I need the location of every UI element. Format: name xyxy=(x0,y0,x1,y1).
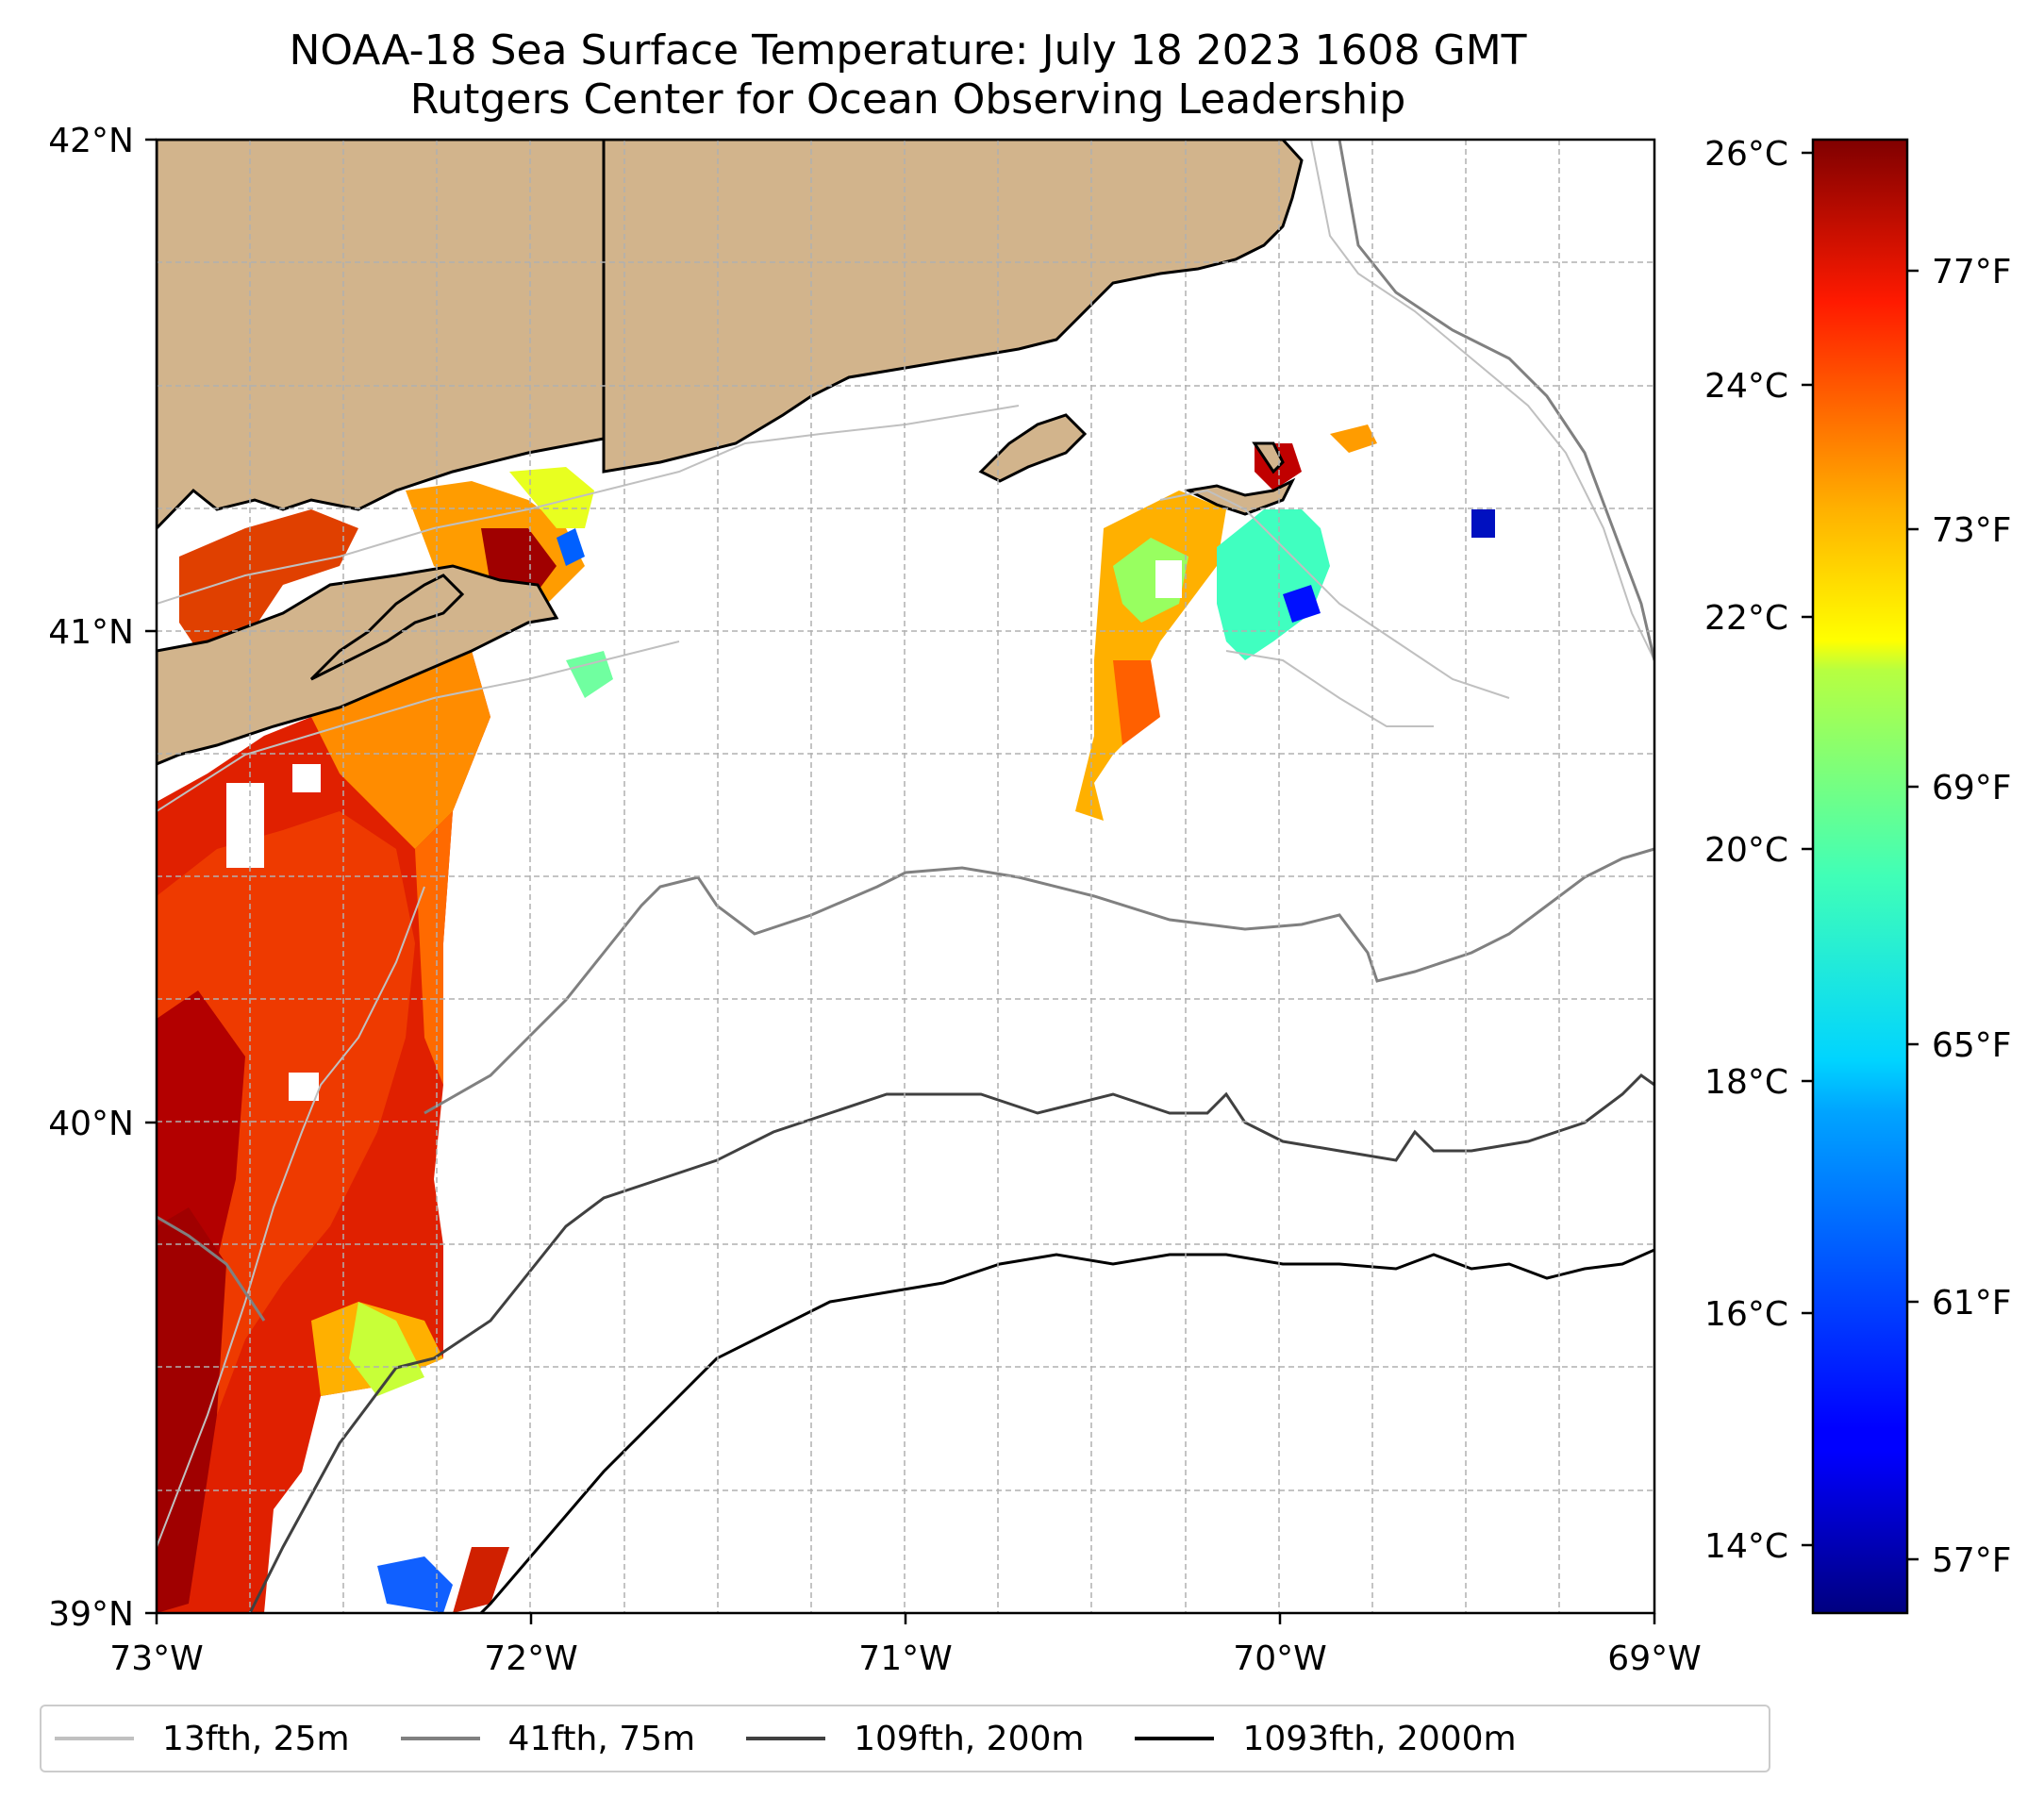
legend-label: 41fth, 75m xyxy=(507,1719,696,1758)
y-tick-label: 39°N xyxy=(48,1595,134,1634)
x-axis xyxy=(155,1613,1656,1624)
legend-swatch xyxy=(746,1737,826,1740)
land-layer xyxy=(157,140,1304,766)
legend-item-75m: 41fth, 75m xyxy=(400,1719,696,1758)
gridlines xyxy=(157,140,1654,1613)
legend-label: 13fth, 25m xyxy=(162,1719,350,1758)
colorbar-fahrenheit-label: 77°F xyxy=(1932,253,2012,291)
legend-item-200m: 109fth, 200m xyxy=(746,1720,1084,1758)
colorbar-fahrenheit-label: 61°F xyxy=(1932,1284,2012,1323)
colorbar-fahrenheit-label: 65°F xyxy=(1932,1026,2012,1065)
legend-label: 109fth, 200m xyxy=(854,1719,1085,1758)
isobath-contours xyxy=(157,140,1654,1613)
map-title-line1: NOAA-18 Sea Surface Temperature: July 18… xyxy=(289,26,1527,75)
colorbar-fahrenheit-ticks xyxy=(1907,269,1919,1561)
sst-data-layer xyxy=(157,140,1495,1613)
legend-swatch xyxy=(400,1737,480,1740)
y-axis xyxy=(145,138,157,1615)
colorbar-celsius-label: 24°C xyxy=(1704,367,1788,406)
x-tick-label: 70°W xyxy=(1233,1639,1326,1678)
legend-swatch xyxy=(55,1737,134,1740)
legend-item-25m: 13fth, 25m xyxy=(55,1720,350,1758)
legend-item-2000m: 1093fth, 2000m xyxy=(1135,1719,1517,1758)
colorbar-fahrenheit-label: 69°F xyxy=(1932,769,2012,807)
legend-swatch xyxy=(1135,1737,1215,1740)
colorbar-fahrenheit-label: 57°F xyxy=(1932,1541,2012,1580)
colorbar-celsius-ticks xyxy=(1802,151,1813,1547)
y-tick-label: 40°N xyxy=(48,1105,134,1143)
map-title-line2: Rutgers Center for Ocean Observing Leade… xyxy=(409,75,1406,124)
isobath-legend: 13fth, 25m 41fth, 75m 109fth, 200m 1093f… xyxy=(40,1705,1770,1772)
colorbar-celsius-label: 22°C xyxy=(1704,599,1788,638)
x-tick-label: 71°W xyxy=(858,1639,952,1678)
x-tick-label: 73°W xyxy=(109,1639,203,1678)
colorbar-fahrenheit-label: 73°F xyxy=(1932,511,2012,550)
x-tick-label: 72°W xyxy=(484,1639,577,1678)
colorbar-celsius-label: 26°C xyxy=(1704,135,1788,174)
colorbar-celsius-label: 14°C xyxy=(1704,1527,1788,1566)
x-tick-label: 69°W xyxy=(1607,1639,1701,1678)
y-tick-label: 41°N xyxy=(48,613,134,652)
colorbar-celsius-label: 20°C xyxy=(1704,831,1788,870)
legend-label: 1093fth, 2000m xyxy=(1242,1719,1517,1758)
y-tick-label: 42°N xyxy=(48,122,134,160)
colorbar-celsius-label: 16°C xyxy=(1704,1295,1788,1334)
colorbar-celsius-label: 18°C xyxy=(1704,1063,1788,1102)
colorbar xyxy=(1811,138,1909,1615)
